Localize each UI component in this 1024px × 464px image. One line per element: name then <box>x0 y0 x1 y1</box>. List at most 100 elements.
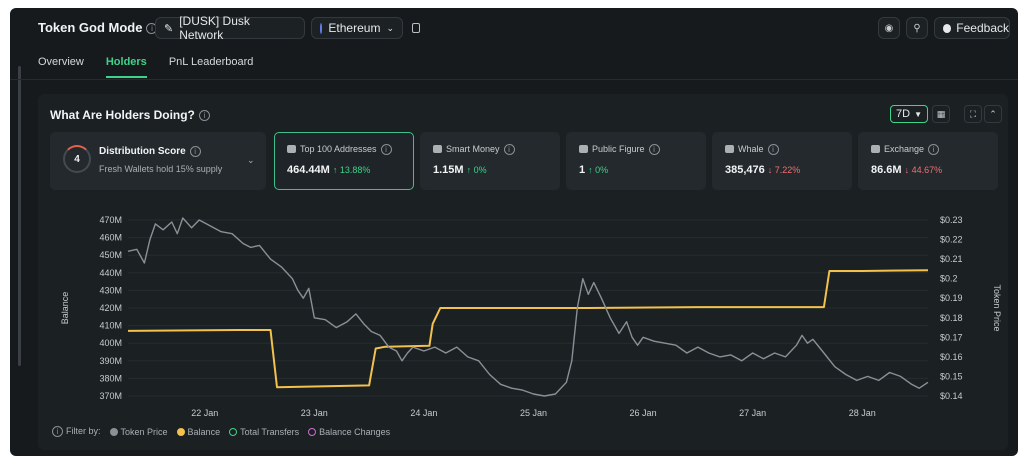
y-tick-label: 440M <box>99 268 122 278</box>
metric-card-whale[interactable]: Whale i 385,476 ↓ 7.22% <box>712 132 852 190</box>
app-title-text: Token God Mode <box>38 20 143 35</box>
ethereum-icon <box>320 22 323 34</box>
calendar-button[interactable]: ▦ <box>932 105 950 123</box>
x-tick-label: 24 Jan <box>410 408 437 418</box>
info-icon[interactable]: i <box>767 144 779 156</box>
metric-delta: ↓ 7.22% <box>767 165 801 175</box>
metric-card-top-100-addresses[interactable]: Top 100 Addresses i 464.44M ↑ 13.88% <box>274 132 414 190</box>
info-icon[interactable]: i <box>648 144 660 156</box>
metric-label-text: Smart Money <box>446 144 500 154</box>
legend-item-balance-changes[interactable]: Balance Changes <box>308 427 390 437</box>
legend-item-total-transfers[interactable]: Total Transfers <box>229 427 299 437</box>
x-tick-label: 23 Jan <box>301 408 328 418</box>
range-selector[interactable]: 7D ▼ <box>890 105 928 123</box>
y-tick-label: 420M <box>99 303 122 313</box>
info-icon[interactable]: i <box>380 144 392 156</box>
y2-tick-label: $0.19 <box>940 293 963 303</box>
fullscreen-button[interactable]: ⛶ <box>964 105 982 123</box>
y-tick-label: 370M <box>99 391 122 401</box>
series-line-token-price <box>127 217 929 397</box>
metric-card-smart-money[interactable]: Smart Money i 1.15M ↑ 0% <box>420 132 560 190</box>
metric-delta: ↑ 0% <box>466 165 487 175</box>
chevron-down-icon: ⌄ <box>386 22 394 33</box>
scrollbar[interactable] <box>18 66 21 366</box>
chart-legend: i Filter by: Token Price Balance Total Tran… <box>52 426 390 438</box>
y2-tick-label: $0.16 <box>940 352 963 362</box>
info-icon[interactable]: i <box>503 144 515 156</box>
watch-button[interactable]: ◉ <box>878 17 900 39</box>
score-title: Distribution Score i <box>99 146 201 157</box>
metric-value-text: 464.44M <box>287 164 330 176</box>
token-name: [DUSK] Dusk Network <box>179 14 250 42</box>
copy-icon[interactable] <box>412 23 420 33</box>
metric-label: Top 100 Addresses i <box>287 144 392 156</box>
tab-overview[interactable]: Overview <box>38 56 84 68</box>
calendar-icon: ▦ <box>936 108 946 119</box>
tab-holders[interactable]: Holders <box>105 56 147 78</box>
panel-title-text: What Are Holders Doing? <box>50 108 195 122</box>
legend-marker <box>229 427 238 436</box>
metric-label: Exchange i <box>871 144 940 156</box>
info-icon[interactable]: i <box>189 146 201 157</box>
score-subtitle: Fresh Wallets hold 15% supply <box>99 164 223 174</box>
legend-item-token-price[interactable]: Token Price <box>109 426 168 437</box>
y2-tick-label: $0.21 <box>940 254 963 264</box>
y-tick-label: 380M <box>99 373 122 383</box>
info-icon[interactable]: i <box>928 144 940 156</box>
tab-bar: Overview Holders PnL Leaderboard <box>38 56 253 78</box>
x-tick-label: 25 Jan <box>520 408 547 418</box>
y-tick-label: 430M <box>99 285 122 295</box>
chain-selector[interactable]: Ethereum ⌄ <box>311 17 403 39</box>
pin-button[interactable]: ⚲ <box>906 17 928 39</box>
feedback-button[interactable]: Feedback <box>934 17 1010 39</box>
y2-tick-label: $0.22 <box>940 235 963 245</box>
top-bar: Token God Mode i ✎ [DUSK] Dusk Network Eth… <box>10 8 1018 48</box>
info-icon: i <box>52 426 63 438</box>
y2-tick-label: $0.17 <box>940 332 963 342</box>
info-icon[interactable]: i <box>198 110 210 122</box>
metric-card-public-figure[interactable]: Public Figure i 1 ↑ 0% <box>566 132 706 190</box>
pin-icon: ⚲ <box>913 22 921 34</box>
metric-value-text: 86.6M <box>871 164 902 176</box>
divider <box>10 79 1018 80</box>
score-value: 4 <box>74 153 80 165</box>
distribution-score-card[interactable]: 4 Distribution Score i Fresh Wallets hold… <box>50 132 266 190</box>
range-value: 7D <box>896 108 911 120</box>
legend-label: Total Transfers <box>240 426 300 437</box>
panel-title: What Are Holders Doing? i <box>50 108 210 122</box>
collapse-button[interactable]: ⌃ <box>984 105 1002 123</box>
y-axis-label: Balance <box>60 292 70 325</box>
legend-marker <box>176 427 185 436</box>
chevron-down-icon[interactable]: ⌄ <box>247 155 255 165</box>
metric-label-text: Whale <box>738 144 764 154</box>
metric-card-exchange[interactable]: Exchange i 86.6M ↓ 44.67% <box>858 132 998 190</box>
tab-pnl-leaderboard[interactable]: PnL Leaderboard <box>168 56 254 68</box>
metric-label: Whale i <box>725 144 779 156</box>
bank-icon <box>871 145 880 153</box>
token-selector[interactable]: ✎ [DUSK] Dusk Network <box>155 14 305 42</box>
metric-value: 1.15M ↑ 0% <box>433 164 487 176</box>
metric-value-text: 1 <box>579 164 586 176</box>
legend-prefix: i Filter by: <box>52 426 101 438</box>
legend-label: Token Price <box>120 426 168 437</box>
score-ring: 4 <box>63 145 91 173</box>
metric-value: 464.44M ↑ 13.88% <box>287 164 370 176</box>
feedback-label: Feedback <box>956 21 1009 35</box>
y2-tick-label: $0.23 <box>940 215 963 225</box>
y-tick-label: 390M <box>99 356 122 366</box>
metric-delta: ↑ 0% <box>588 165 609 175</box>
y2-tick-label: $0.14 <box>940 391 963 401</box>
series-line-balance <box>127 269 929 389</box>
y-tick-label: 410M <box>99 321 122 331</box>
legend-label: Balance <box>187 426 221 437</box>
metric-label: Public Figure i <box>579 144 660 156</box>
metric-value: 1 ↑ 0% <box>579 164 608 176</box>
legend-item-balance[interactable]: Balance <box>176 426 221 437</box>
y2-tick-label: $0.18 <box>940 313 963 323</box>
x-tick-label: 26 Jan <box>630 408 657 418</box>
metric-label-text: Exchange <box>884 144 925 154</box>
whale-icon <box>725 145 734 153</box>
x-tick-label: 27 Jan <box>739 408 766 418</box>
holders-panel: What Are Holders Doing? i 7D ▼ ▦ ⛶ ⌃ 4 Dis… <box>38 94 1008 450</box>
chain-name: Ethereum <box>328 21 381 35</box>
